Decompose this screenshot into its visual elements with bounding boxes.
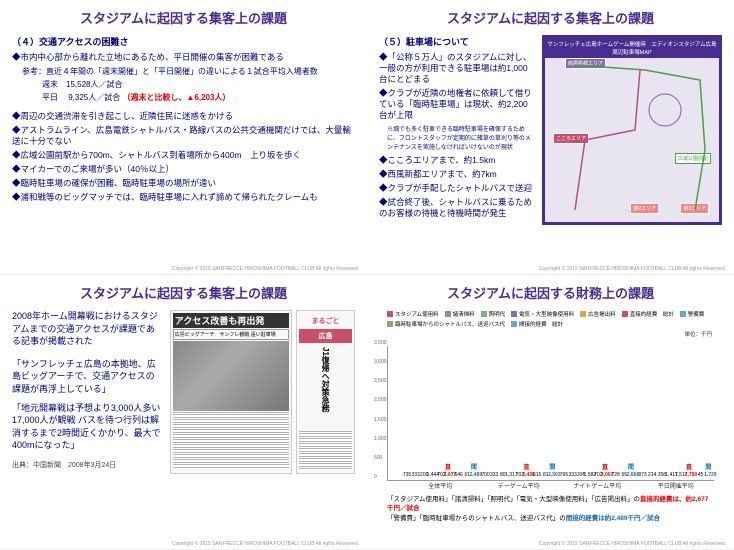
legend-item: 照明代 bbox=[481, 310, 506, 318]
bullet: ◆クラブが手配したシャトルバスで送迎 bbox=[379, 183, 536, 194]
unit: 単位：千円 bbox=[379, 330, 722, 338]
ref: 週末 15,528人／試合 bbox=[42, 79, 355, 90]
bullet: ◆浦和戦等のビッグマッチでは、臨時駐車場に入れず諦めて帰られたクレームも bbox=[12, 192, 355, 203]
legend-item: スタジアム使用料 bbox=[387, 310, 439, 318]
panel-3: スタジアムに起因する集客上の課題 2008年ホーム開幕戦におけるスタジアムまでの… bbox=[0, 275, 367, 550]
article-header: まるごと bbox=[299, 313, 352, 329]
article-header2: 広島 bbox=[299, 329, 352, 343]
legend-item: 臨時駐車場からのシャトルバス、送迎バス代 bbox=[387, 320, 505, 328]
subtitle-2: （５）駐車場について bbox=[379, 35, 536, 48]
source: 出典：中国新聞 2008年3月24日 bbox=[12, 460, 163, 470]
bullet: ◆市内中心部から離れた立地にあるため、平日開催の集客が困難である bbox=[12, 52, 355, 63]
legend-item: 電気・大型映像使用料 bbox=[511, 310, 574, 318]
map-roads bbox=[545, 50, 719, 225]
intro: 2008年ホーム開幕戦におけるスタジアムまでの交通アクセスが課題である記事が掲載… bbox=[12, 310, 163, 348]
quote-2: 「地元開幕戦は予想より3,000人多い17,000人が観戦 バスを待つ行列は解消… bbox=[12, 402, 163, 452]
bar-chart: 05001,0001,5002,0002,5003,0003,500735333… bbox=[387, 346, 714, 481]
bullet: ◆臨時駐車場の確保が困難、臨時駐車場の場所が遠い bbox=[12, 178, 355, 189]
ref: 平日 9,325人／試合 （週末と比較し、▲6,203人） bbox=[42, 92, 355, 103]
article-headline: アクセス改善も再出発 bbox=[173, 313, 289, 328]
legend-item: 諸清掃料 bbox=[445, 310, 475, 318]
legend-item: 間接的経費 総計 bbox=[511, 320, 563, 328]
article-text bbox=[299, 431, 352, 471]
bullet: ◆アストラムライン、広島電鉄シャトルバス・路線バスの公共交通機関だけでは、大量輸… bbox=[12, 125, 355, 147]
bullet: ◆試合終了後、シャトルバスに乗るためのお客様の待機と待機時間が発生 bbox=[379, 197, 536, 219]
bullet: ◆西風新都エリアまで、約7km bbox=[379, 169, 536, 180]
bullet: ◆広域公園前駅から700m、シャトルバス到着場所から400m 上り坂を歩く bbox=[12, 150, 355, 161]
panel-1: スタジアムに起因する集客上の課題 （４）交通アクセスの困難さ ◆市内中心部から離… bbox=[0, 0, 367, 275]
article-text bbox=[173, 412, 289, 468]
legend-item: 直接的経費 総計 bbox=[622, 310, 674, 318]
subtitle-1: （４）交通アクセスの困難さ bbox=[12, 35, 355, 48]
legend-item: 広告掲出料 bbox=[580, 310, 616, 318]
bullet: ◆こころエリアまで、約1.5km bbox=[379, 155, 536, 166]
title-4: スタジアムに起因する財務上の課題 bbox=[379, 283, 722, 302]
bullet: ◆「公称５万人」のスタジアムに対し、一般の方が利用できる駐車場は約1,000台に… bbox=[379, 52, 536, 85]
note-2: 「警備費」「臨時駐車場からのシャトルバス、送迎バス代」の間接的経費は約2,489… bbox=[387, 514, 714, 523]
parking-map: サンフレッチェ広島ホームゲーム開催時 エディオンスタジアム広島周辺駐車場MAP … bbox=[542, 35, 722, 225]
note-1: 「スタジアム使用料」「諸清掃料」「照明代」「電気・大型映像使用料」「広告掲出料」… bbox=[387, 495, 714, 513]
quote-1: 「サンフレッチェ広島の本拠地、広島ビッグアーチで、交通アクセスの課題が再浮上して… bbox=[12, 358, 163, 396]
copyright: Copyright © 2015 SANFRECCE HIROSHIMA FOO… bbox=[539, 541, 726, 547]
ref: 参考：直近４年間の「週末開催」と「平日開催」の違いによる１試合平均入場者数 bbox=[22, 66, 355, 77]
panel-2: スタジアムに起因する集客上の課題 （５）駐車場について ◆「公称５万人」のスタジ… bbox=[367, 0, 734, 275]
title-1: スタジアムに起因する集客上の課題 bbox=[12, 8, 355, 27]
bullet: ◆周辺の交通渋滞を引き起こし、近隣住民に迷惑をかける bbox=[12, 111, 355, 122]
news-articles: アクセス改善も再出発 広島ビッグアーチ サンフレ観戦 遠い駐車場 まるごと 広島… bbox=[170, 310, 355, 474]
title-3: スタジアムに起因する集客上の課題 bbox=[12, 283, 355, 302]
chart-legend: スタジアム使用料諸清掃料照明代電気・大型映像使用料広告掲出料直接的経費 総計警備… bbox=[379, 310, 722, 328]
copyright: Copyright © 2015 SANFRECCE HIROSHIMA FOO… bbox=[172, 541, 359, 547]
copyright: Copyright © 2015 SANFRECCE HIROSHIMA FOO… bbox=[539, 266, 726, 272]
article-sub: 広島ビッグアーチ サンフレ観戦 遠い駐車場 bbox=[173, 329, 289, 340]
sub-note: ※畑でも多く駐車できる臨時駐車場を確保するために、フロントスタッフが定期的に雑草… bbox=[387, 124, 536, 151]
title-2: スタジアムに起因する集客上の課題 bbox=[379, 8, 722, 27]
legend-item: 警備費 bbox=[680, 310, 705, 318]
bullet: ◆クラブが近隣の地権者に依頼して借りている「臨時駐車場」は現状、約2,200台が… bbox=[379, 88, 536, 121]
article-vertical: J1復帰へ対策急務 bbox=[320, 347, 331, 427]
panel-4: スタジアムに起因する財務上の課題 スタジアム使用料諸清掃料照明代電気・大型映像使… bbox=[367, 275, 734, 550]
copyright: Copyright © 2015 SANFRECCE HIROSHIMA FOO… bbox=[172, 266, 359, 272]
bullet: ◆マイカーでのご来場が多い（40％以上） bbox=[12, 164, 355, 175]
article-photo bbox=[173, 341, 289, 411]
